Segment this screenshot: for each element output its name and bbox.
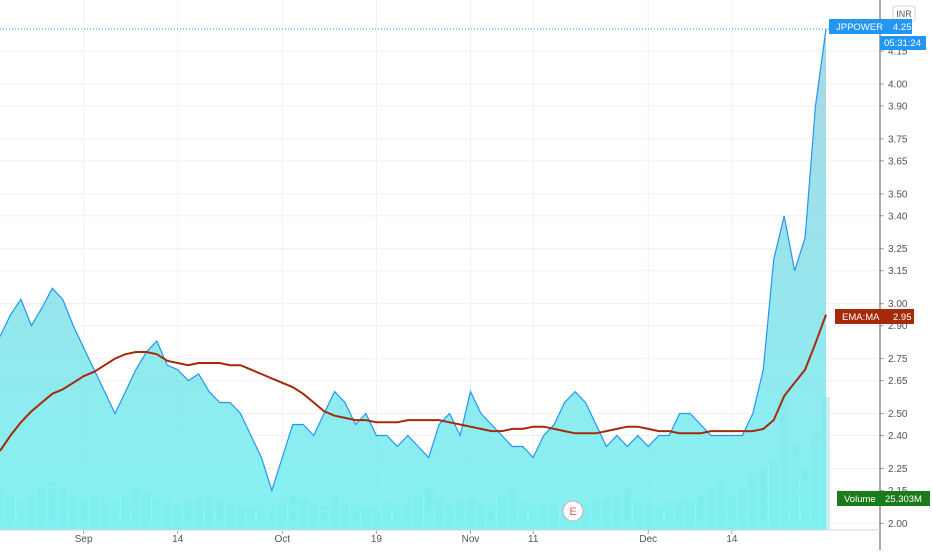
x-tick-label: Sep	[75, 534, 93, 545]
y-tick-label: 2.90	[888, 321, 908, 332]
x-tick-label: 14	[726, 534, 738, 545]
y-tick-label: 2.75	[888, 354, 908, 365]
price-series-line	[0, 28, 827, 493]
y-tick-label: 3.65	[888, 156, 908, 167]
x-tick-label: 19	[371, 534, 383, 545]
price-tag-value: 4.25	[893, 22, 912, 33]
ema-tag-value: 2.95	[893, 312, 912, 323]
x-tick-label: Dec	[639, 534, 657, 545]
y-tick-label: 2.00	[888, 519, 908, 530]
volume-tag-value: 25.303M	[885, 494, 922, 505]
y-tick-label: 2.50	[888, 409, 908, 420]
y-tick-label: 3.15	[888, 266, 908, 277]
earnings-marker[interactable]: E	[562, 500, 584, 522]
x-tick-label: Oct	[275, 534, 291, 545]
y-tick-label: 3.00	[888, 299, 908, 310]
y-tick-label: 3.50	[888, 189, 908, 200]
currency-badge: INR	[892, 5, 916, 22]
y-tick-label: 2.65	[888, 376, 908, 387]
series-lines	[0, 28, 827, 493]
price-countdown: 05:31:24	[884, 38, 921, 49]
y-tick-label: 2.40	[888, 431, 908, 442]
axes: 2.002.152.252.402.502.652.752.903.003.15…	[0, 0, 908, 550]
price-area-fill	[0, 29, 826, 530]
y-tick-label: 3.25	[888, 244, 908, 255]
y-tick-label: 3.75	[888, 134, 908, 145]
price-area	[0, 29, 826, 530]
price-tag-symbol: JPPOWER	[836, 22, 883, 33]
y-tick-label: 4.00	[888, 79, 908, 90]
earnings-marker-label: E	[569, 506, 576, 518]
price-tag: JPPOWER 4.25 05:31:24	[829, 19, 926, 50]
y-tick-label: 2.25	[888, 464, 908, 475]
y-tick-label: 3.40	[888, 211, 908, 222]
y-tick-label: 3.90	[888, 101, 908, 112]
x-tick-label: 11	[528, 534, 539, 545]
volume-tag: Volume 25.303M	[837, 491, 930, 506]
ema-tag: EMA:MA 2.95	[835, 309, 914, 324]
x-tick-label: Nov	[462, 534, 480, 545]
volume-tag-name: Volume	[844, 494, 876, 505]
x-tick-label: 14	[172, 534, 184, 545]
ema-series-line	[0, 314, 827, 452]
y-tick-label: 4.15	[888, 46, 908, 57]
ema-tag-name: EMA:MA	[842, 312, 880, 323]
currency-label: INR	[896, 9, 912, 19]
